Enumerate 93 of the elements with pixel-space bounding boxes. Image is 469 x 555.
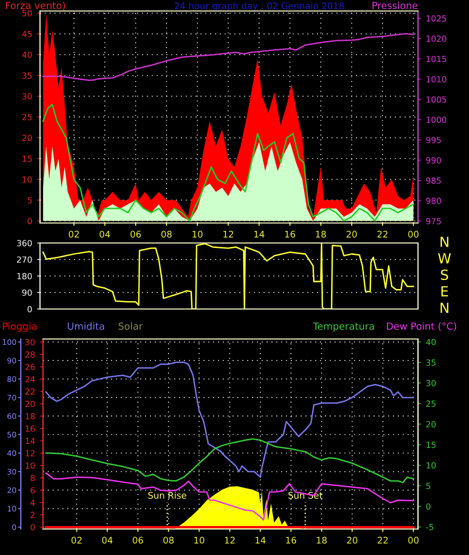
y-tick-label: 15 [22, 156, 32, 162]
y2-tick-label: 40 [426, 338, 436, 346]
y-tick-label: 5 [28, 197, 32, 204]
y-tick-label: 20 [22, 134, 32, 142]
y2-tick-label: 25 [426, 400, 436, 407]
y-tick-label: 360 [17, 240, 32, 246]
line-series [45, 362, 414, 478]
y-axis-title: Forza vento) [6, 2, 65, 10]
y2-tick-label: 20 [426, 421, 436, 428]
text: Solar [118, 322, 143, 330]
x-tick-label: 18 [316, 230, 326, 238]
x-tick-label: 04 [102, 536, 113, 544]
y2-tick-label: 30 [426, 380, 436, 386]
text: Temperatura [312, 322, 374, 332]
x-tick-label: 06 [132, 536, 144, 544]
y3-tick-label: 28 [25, 351, 35, 358]
y-tick-label: 0 [28, 306, 32, 312]
y2-tick-label: 1020 [426, 36, 446, 42]
y-tick-label: 0 [28, 218, 32, 224]
text: N [440, 302, 448, 313]
text: E [441, 286, 448, 296]
x-tick-label: 16 [285, 230, 296, 238]
x-tick-label: 20 [346, 230, 357, 238]
x-tick-label: 08 [161, 230, 172, 238]
line-series [42, 33, 414, 82]
ref-line-label: Sun Rise [148, 492, 186, 499]
y2-tick-label: 1005 [426, 96, 446, 103]
x-tick-label: 08 [163, 536, 174, 544]
y-tick-label: 35 [22, 72, 32, 79]
text: Umidita [68, 322, 104, 330]
x-tick-label: 20 [347, 536, 358, 544]
y-tick-label: 45 [22, 30, 32, 38]
x-tick-label: 14 [256, 536, 266, 544]
x-tick-label: 12 [224, 536, 235, 544]
y3-tick-label: 14 [26, 438, 35, 444]
y2-tick-label: 1010 [426, 76, 446, 82]
y3-tick-label: 24 [25, 376, 35, 382]
x-tick-label: 22 [377, 230, 388, 238]
x-tick-label: 02 [68, 230, 79, 238]
y2-tick-label: 0 [426, 503, 430, 510]
y2-tick-label: 5 [426, 482, 430, 490]
y3-tick-label: 4 [30, 500, 35, 506]
line-series [42, 243, 414, 309]
y2-tick-label: 35 [426, 359, 436, 366]
text: Dew Point (°C) [386, 322, 456, 331]
y2-tick-label: 1000 [426, 116, 446, 123]
text: W [438, 253, 451, 264]
line-series [45, 472, 414, 521]
y2-tick-label: -5 [426, 524, 434, 530]
text: Pioggia [2, 322, 36, 332]
y3-tick-label: 6 [30, 487, 35, 494]
x-tick-label: 16 [286, 536, 296, 544]
y2-tick-label: 980 [426, 198, 441, 204]
y-tick-label: 10 [22, 176, 32, 183]
x-tick-label: 22 [378, 536, 388, 544]
y2-tick-label: 1015 [426, 56, 446, 62]
y3-tick-label: 8 [30, 474, 35, 482]
x-tick-label: 00 [408, 536, 419, 544]
y2-tick-label: 975 [426, 218, 441, 224]
y2-tick-label: 990 [426, 157, 441, 164]
y-tick-label: 180 [17, 272, 32, 280]
text: S [440, 270, 448, 280]
text: N [440, 236, 448, 247]
y3-tick-label: 12 [26, 450, 35, 456]
x-tick-label: 00 [408, 230, 419, 238]
y-tick-label: 270 [17, 256, 32, 263]
x-tick-label: 18 [316, 536, 327, 544]
x-tick-label: 06 [130, 230, 141, 238]
y2-tick-label: 10 [426, 462, 436, 469]
x-tick-label: 10 [194, 536, 204, 544]
y3-tick-label: 26 [25, 364, 35, 370]
y-tick-label: 90 [22, 289, 32, 296]
line-series [42, 104, 414, 222]
chart-title: 24 hour graph day : 02 Gennaio 2018 [174, 2, 344, 11]
y2-axis-title: Pressione [372, 2, 418, 10]
x-tick-label: 12 [223, 230, 234, 238]
y2-tick-label: 1025 [426, 15, 446, 22]
y2-tick-label: 995 [426, 136, 441, 144]
y-tick-label: 50 [22, 10, 32, 16]
y2-tick-label: 15 [426, 442, 436, 448]
y3-tick-label: 22 [25, 388, 35, 395]
y3-tick-label: 18 [26, 413, 35, 420]
x-tick-label: 10 [192, 230, 203, 238]
x-tick-label: 14 [254, 230, 264, 238]
y3-tick-label: 16 [26, 425, 35, 432]
x-tick-label: 04 [100, 230, 110, 238]
y-tick-label: 40 [22, 52, 32, 58]
y2-tick-label: 985 [426, 177, 441, 184]
y-tick-label: 25 [22, 114, 32, 120]
line-series [45, 438, 414, 484]
y-tick-label: 30 [22, 93, 32, 100]
x-tick-label: 02 [72, 536, 82, 544]
y3-tick-label: 2 [30, 512, 35, 518]
